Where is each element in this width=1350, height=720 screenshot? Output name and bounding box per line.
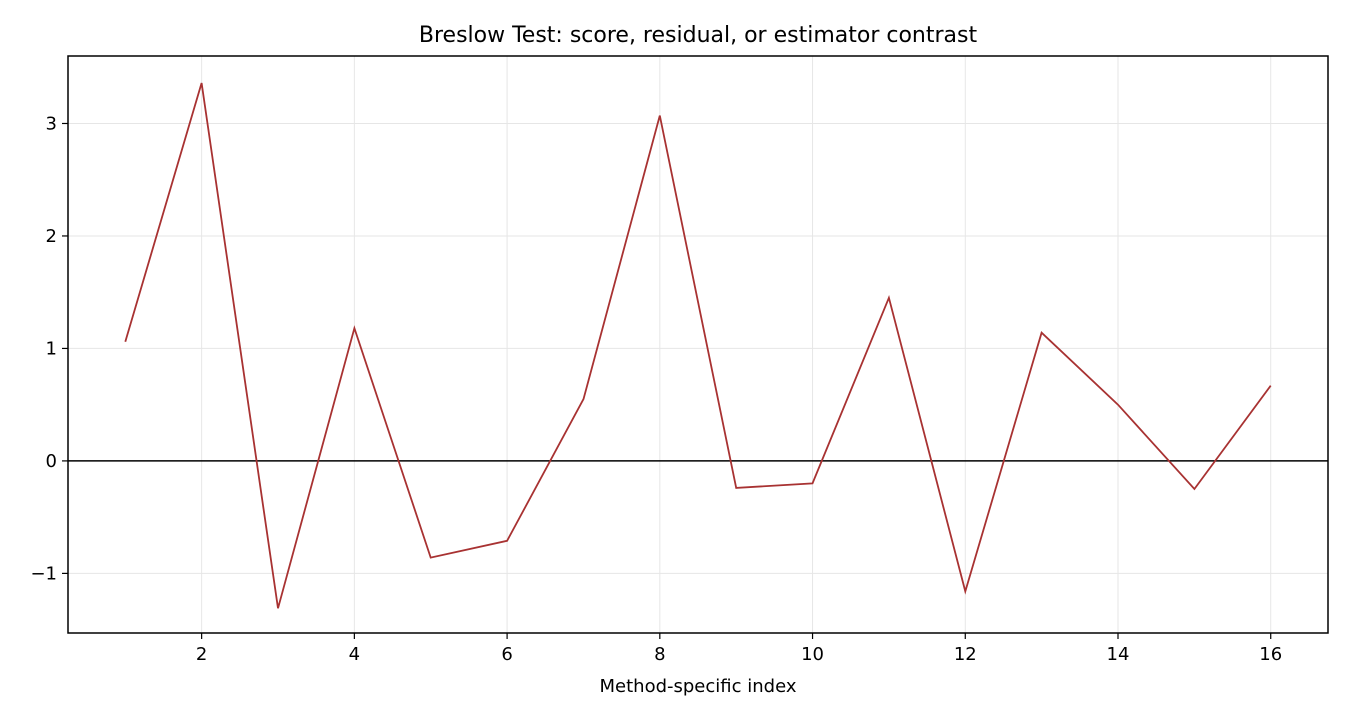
x-tick-label: 4: [349, 644, 360, 665]
chart-title: Breslow Test: score, residual, or estima…: [419, 23, 978, 48]
series-line: [124, 82, 1272, 609]
y-tick-label: 3: [46, 113, 57, 134]
x-tick-label: 12: [954, 644, 977, 665]
x-tick-label: 8: [654, 644, 665, 665]
x-tick-label: 2: [196, 644, 207, 665]
x-axis-ticks: 2 4 6 8 10 12 14 16: [196, 633, 1282, 665]
series-layer: [124, 82, 1272, 609]
y-tick-label: −1: [30, 563, 57, 584]
y-axis-ticks: −1 0 1 2 3: [30, 113, 68, 584]
x-tick-label: 16: [1259, 644, 1282, 665]
plot-frame: [67, 55, 1329, 634]
x-tick-label: 10: [801, 644, 824, 665]
x-axis-label: Method-specific index: [600, 676, 797, 697]
x-tick-label: 14: [1107, 644, 1130, 665]
y-tick-label: 1: [46, 338, 57, 359]
x-tick-label: 6: [501, 644, 512, 665]
y-tick-label: 0: [46, 451, 57, 472]
y-tick-label: 2: [46, 226, 57, 247]
